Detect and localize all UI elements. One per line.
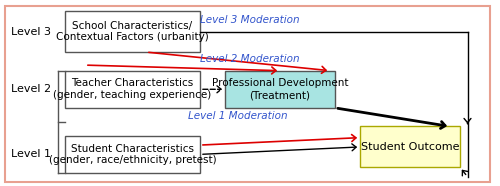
Bar <box>65 71 200 108</box>
Bar <box>65 136 200 173</box>
Bar <box>65 11 200 52</box>
Text: Level 1: Level 1 <box>11 149 51 159</box>
Bar <box>360 126 460 167</box>
Text: Level 3 Moderation: Level 3 Moderation <box>200 15 300 25</box>
Text: Level 2 Moderation: Level 2 Moderation <box>200 54 300 64</box>
Text: Level 3: Level 3 <box>11 27 51 37</box>
Text: Professional Development
(Treatment): Professional Development (Treatment) <box>212 78 348 100</box>
Text: School Characteristics/
Contextual Factors (urbanity): School Characteristics/ Contextual Facto… <box>56 21 209 42</box>
Text: Student Outcome: Student Outcome <box>361 142 459 152</box>
Text: Teacher Characteristics
(gender, teaching experience): Teacher Characteristics (gender, teachin… <box>54 78 212 100</box>
Text: Level 1 Moderation: Level 1 Moderation <box>188 111 288 121</box>
Bar <box>225 71 335 108</box>
Text: Student Characteristics
(gender, race/ethnicity, pretest): Student Characteristics (gender, race/et… <box>48 144 216 165</box>
Text: Level 2: Level 2 <box>11 84 51 94</box>
